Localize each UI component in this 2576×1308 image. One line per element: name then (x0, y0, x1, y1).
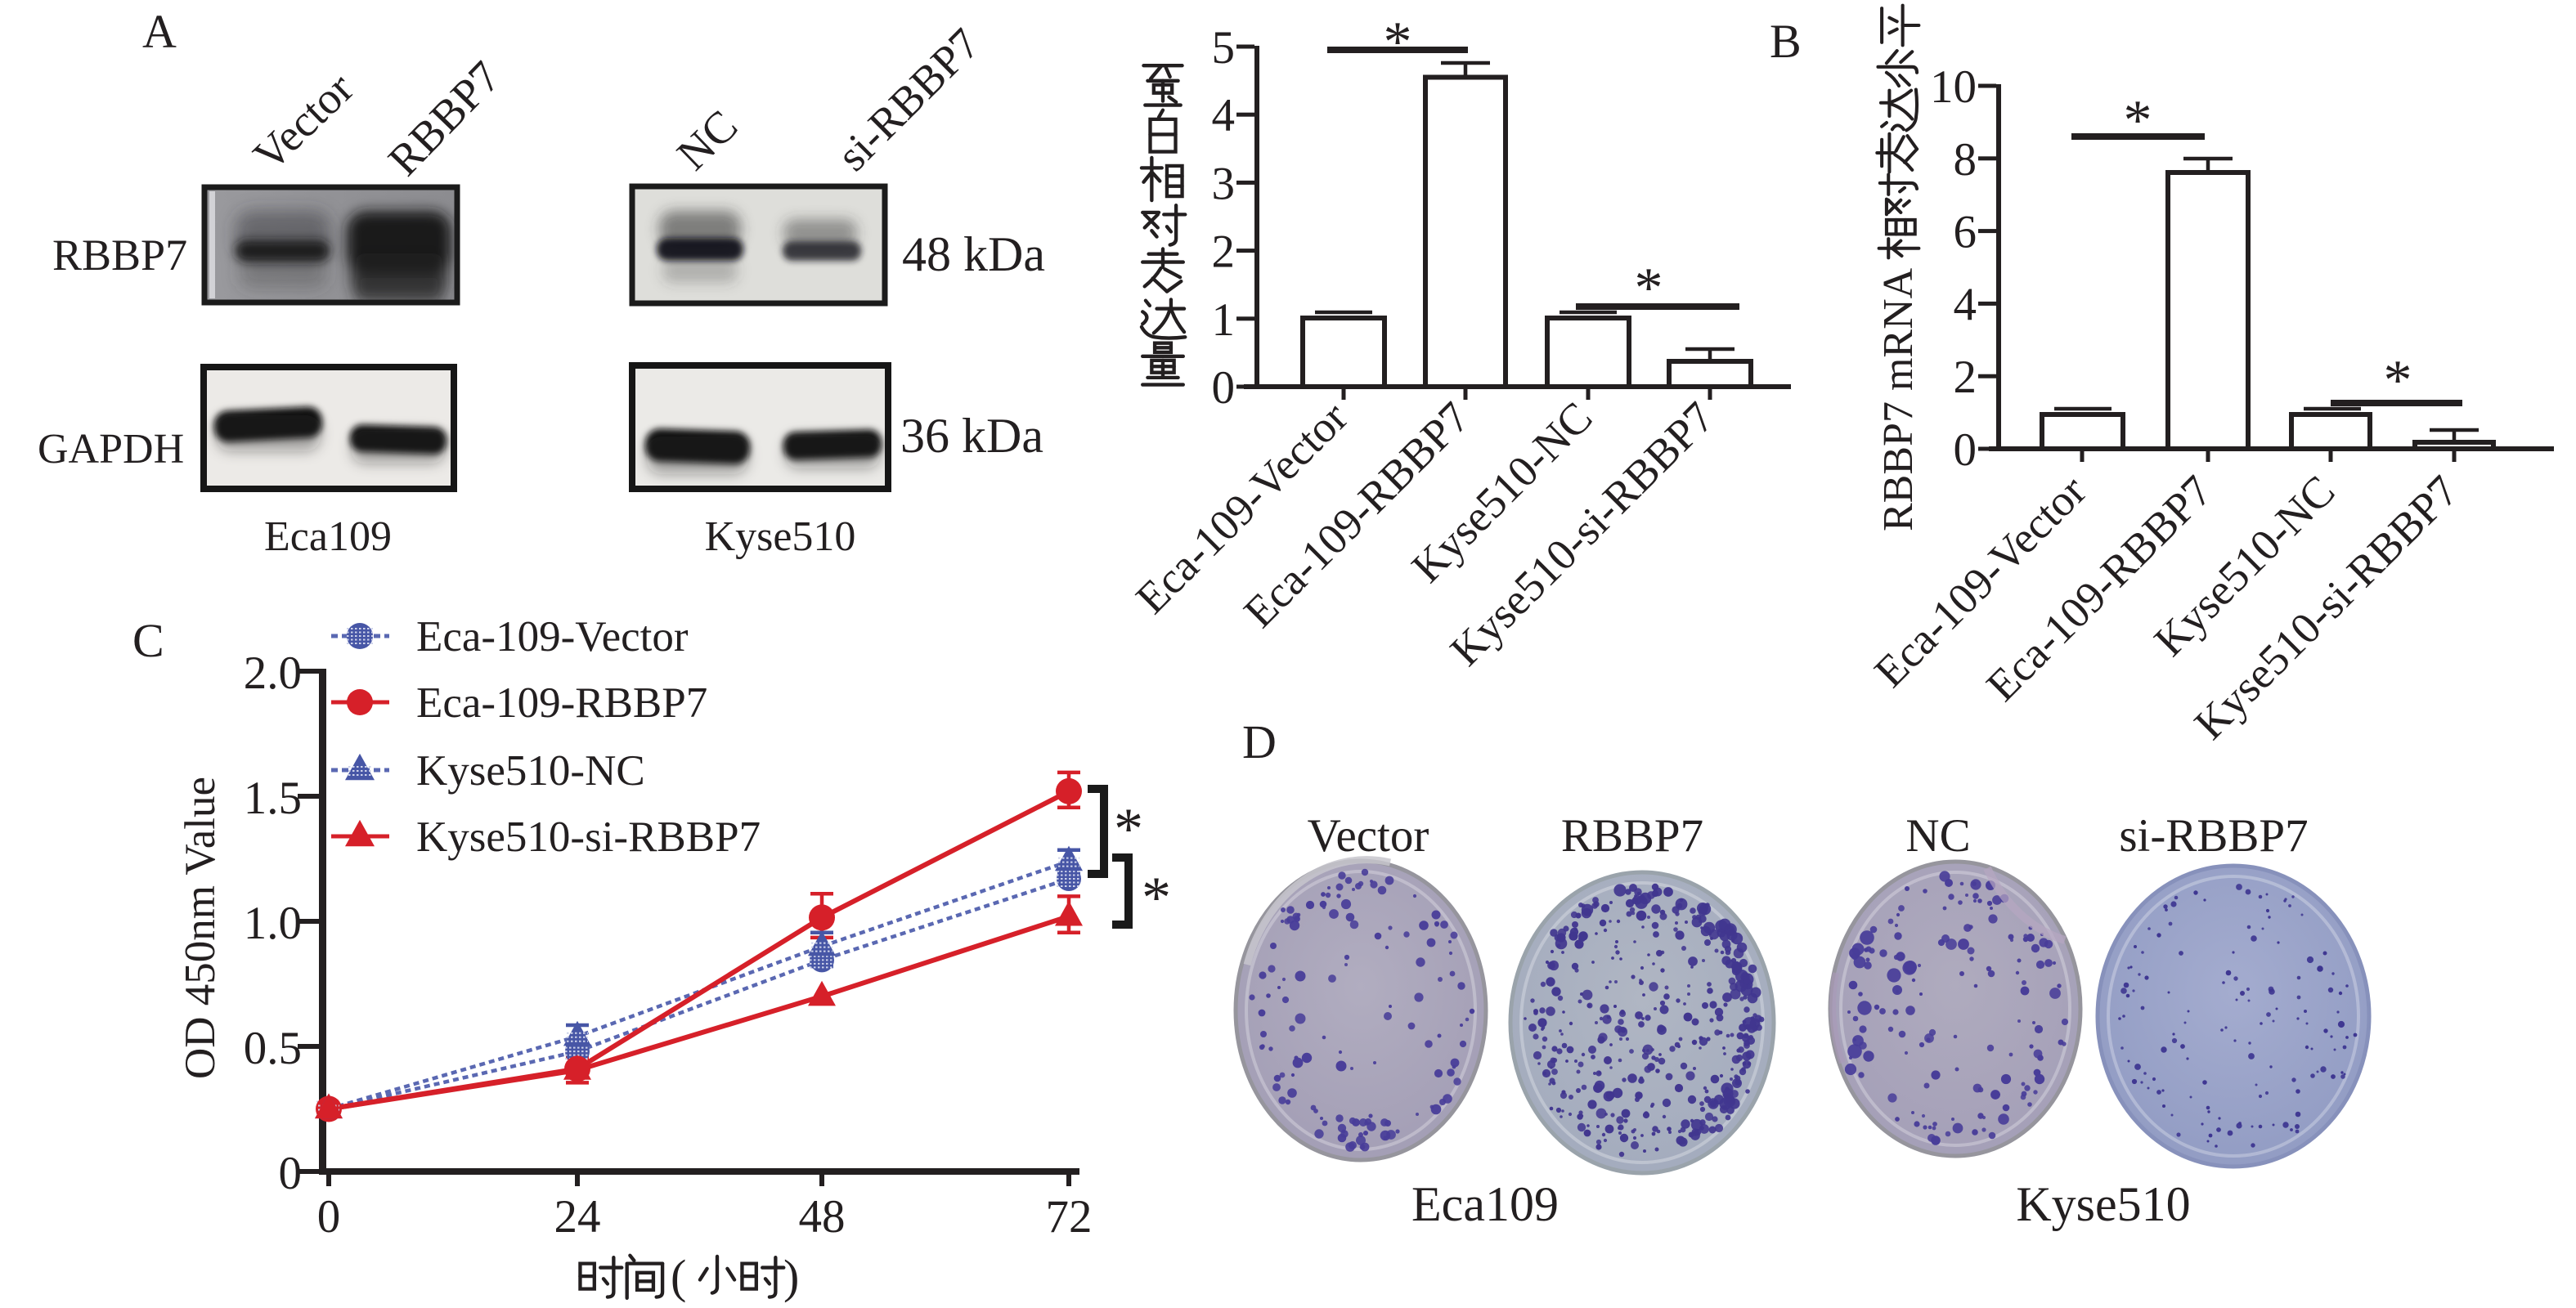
svg-text:Eca109: Eca109 (1411, 1177, 1559, 1231)
svg-text:48: 48 (799, 1191, 846, 1243)
svg-text:0: 0 (1212, 362, 1236, 414)
svg-text:8: 8 (1954, 134, 1977, 186)
svg-text:0.5: 0.5 (244, 1023, 302, 1074)
svg-text:*: * (1114, 796, 1143, 862)
svg-text:2: 2 (1212, 226, 1236, 278)
svg-text:*: * (1142, 865, 1171, 930)
svg-text:48 kDa: 48 kDa (902, 227, 1045, 281)
svg-text:4: 4 (1954, 279, 1977, 330)
svg-text:RBBP7: RBBP7 (1561, 810, 1703, 862)
svg-text:Eca-109-Vector: Eca-109-Vector (416, 613, 689, 661)
svg-text:36 kDa: 36 kDa (900, 409, 1043, 463)
svg-text:5: 5 (1212, 22, 1236, 74)
svg-text:NC: NC (1905, 810, 1970, 862)
svg-text:Kyse510-si-RBBP7: Kyse510-si-RBBP7 (416, 813, 761, 861)
svg-text:RBBP7 mRNA: RBBP7 mRNA (1875, 267, 1922, 531)
svg-text:24: 24 (554, 1191, 601, 1243)
svg-text:B: B (1770, 15, 1802, 68)
svg-text:*: * (1384, 11, 1412, 74)
svg-text:6: 6 (1954, 207, 1977, 258)
svg-text:C: C (132, 614, 164, 667)
svg-text:3: 3 (1212, 158, 1236, 209)
svg-text:GAPDH: GAPDH (38, 426, 184, 473)
svg-text:1.5: 1.5 (244, 773, 302, 824)
svg-text:*: * (1635, 257, 1663, 320)
svg-text:2: 2 (1954, 352, 1977, 403)
svg-text:Kyse510-NC: Kyse510-NC (416, 747, 645, 795)
svg-text:0: 0 (1954, 424, 1977, 476)
svg-text:0: 0 (317, 1191, 341, 1243)
svg-text:A: A (142, 5, 177, 58)
svg-text:0: 0 (279, 1148, 303, 1199)
svg-text:Eca-109-RBBP7: Eca-109-RBBP7 (416, 679, 707, 727)
svg-text:si-RBBP7: si-RBBP7 (2119, 810, 2308, 862)
svg-text:Kyse510: Kyse510 (2016, 1177, 2190, 1231)
svg-text:72: 72 (1046, 1191, 1093, 1243)
svg-text:*: * (2124, 89, 2152, 152)
svg-text:(: ( (671, 1250, 686, 1303)
svg-text:): ) (783, 1250, 799, 1303)
svg-text:2.0: 2.0 (244, 647, 302, 699)
svg-text:10: 10 (1930, 61, 1977, 113)
svg-text:1.0: 1.0 (244, 898, 302, 949)
svg-text:Eca109: Eca109 (264, 513, 392, 560)
svg-text:OD 450nm Value: OD 450nm Value (177, 777, 224, 1079)
svg-text:1: 1 (1212, 294, 1236, 346)
svg-text:D: D (1242, 715, 1277, 768)
svg-text:*: * (2384, 349, 2412, 412)
svg-text:Kyse510: Kyse510 (705, 513, 856, 560)
svg-text:RBBP7: RBBP7 (52, 231, 187, 280)
svg-text:4: 4 (1212, 90, 1236, 141)
svg-text:Vector: Vector (1308, 810, 1429, 862)
